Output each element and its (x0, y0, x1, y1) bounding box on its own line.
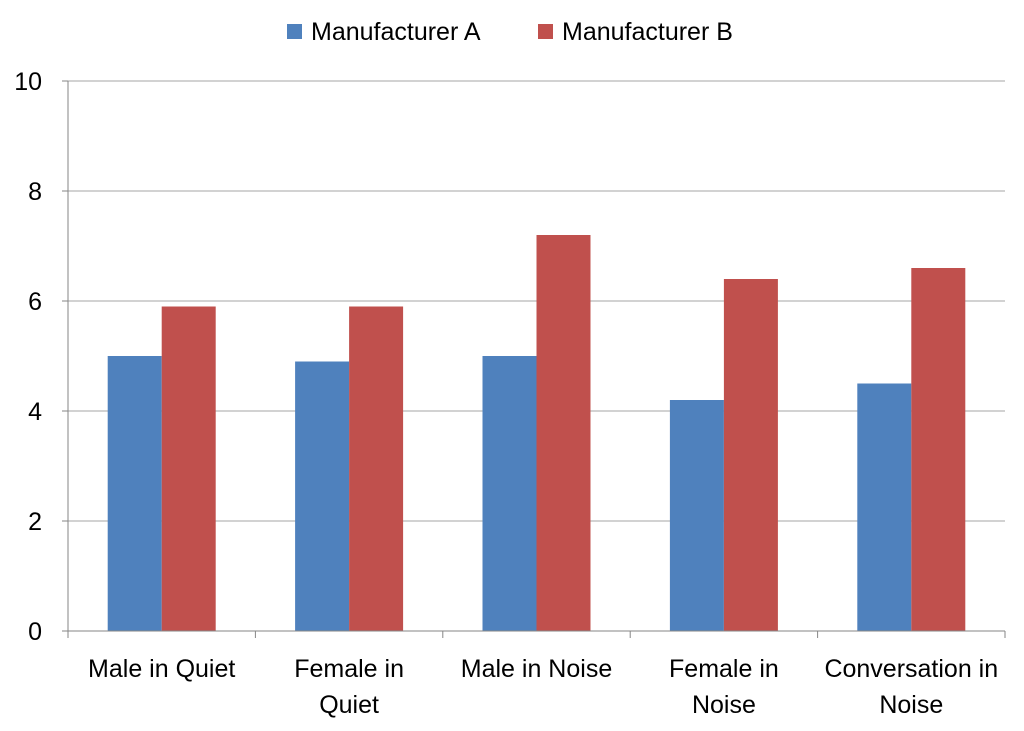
y-tick-label: 10 (14, 68, 42, 96)
y-tick-label: 0 (28, 618, 42, 646)
x-category-label: Conversation in Noise (824, 655, 998, 719)
legend-item: Manufacturer A (287, 18, 481, 46)
legend-item: Manufacturer B (538, 18, 733, 46)
chart-legend: Manufacturer A Manufacturer B (287, 18, 733, 46)
x-category-label: Female in Quiet (294, 655, 404, 719)
bar-series-b (911, 268, 966, 631)
bar-series-a (295, 361, 350, 631)
x-category-label: Male in Noise (461, 655, 612, 683)
bar-series-a (669, 400, 724, 631)
y-tick-label: 8 (28, 178, 42, 206)
bar-series-b (349, 306, 404, 631)
bar-series-b (536, 235, 591, 631)
x-category-label: Male in Quiet (88, 655, 235, 683)
bar-series-a (107, 356, 162, 631)
bar-series-b (161, 306, 216, 631)
bar-series-b (723, 279, 778, 631)
y-axis-ticks: 0 2 4 6 8 10 (14, 68, 68, 646)
bars (107, 235, 966, 631)
x-category-label: Female in Noise (669, 655, 779, 719)
axes (67, 81, 1006, 638)
y-tick-label: 2 (28, 508, 42, 536)
y-tick-label: 4 (28, 398, 42, 426)
y-tick-label: 6 (28, 288, 42, 316)
bar-series-a (482, 356, 537, 631)
legend-label: Manufacturer A (311, 18, 481, 46)
legend-swatch (287, 24, 302, 39)
x-axis-labels: Male in Quiet Female in Quiet Male in Noise… (88, 655, 998, 719)
legend-label: Manufacturer B (562, 18, 733, 46)
bar-series-a (857, 383, 912, 631)
legend-swatch (538, 24, 553, 39)
